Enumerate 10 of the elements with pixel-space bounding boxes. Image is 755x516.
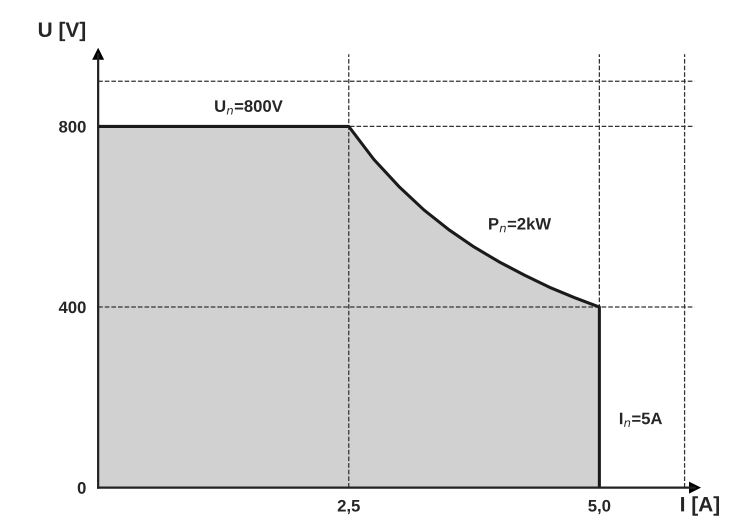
x-axis-title: I [A] [681,496,720,516]
y-tick-label: 400 [58,301,86,314]
y-axis-title: U [V] [38,22,86,42]
annotation: I$_{n}$=5A [620,412,662,427]
annotation: U$_{n}$=800V [215,100,283,115]
annotation: P$_{n}$=2kW [489,217,552,232]
x-tick-label: 5,0 [588,500,610,514]
x-tick-label: 2,5 [338,500,360,514]
y-tick-label: 0 [78,482,86,494]
y-tick-label: 800 [59,120,86,133]
